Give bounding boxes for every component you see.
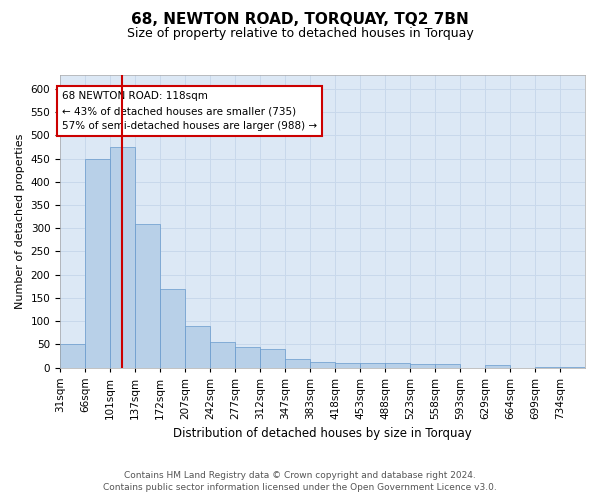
Bar [310,362,335,368]
Bar [135,224,160,368]
Bar [385,363,410,368]
Text: Size of property relative to detached houses in Torquay: Size of property relative to detached ho… [127,28,473,40]
Bar [285,359,310,368]
Bar [535,366,560,368]
Bar [85,158,110,368]
Bar [410,364,435,368]
Bar [335,363,360,368]
X-axis label: Distribution of detached houses by size in Torquay: Distribution of detached houses by size … [173,427,472,440]
Bar [110,147,135,368]
Text: Contains public sector information licensed under the Open Government Licence v3: Contains public sector information licen… [103,484,497,492]
Text: 68 NEWTON ROAD: 118sqm
← 43% of detached houses are smaller (735)
57% of semi-de: 68 NEWTON ROAD: 118sqm ← 43% of detached… [62,92,317,131]
Bar [260,349,285,368]
Bar [60,344,85,368]
Bar [560,366,585,368]
Y-axis label: Number of detached properties: Number of detached properties [15,134,25,309]
Bar [235,346,260,368]
Bar [435,364,460,368]
Bar [485,365,510,368]
Text: Contains HM Land Registry data © Crown copyright and database right 2024.: Contains HM Land Registry data © Crown c… [124,471,476,480]
Bar [160,288,185,368]
Bar [210,342,235,367]
Text: 68, NEWTON ROAD, TORQUAY, TQ2 7BN: 68, NEWTON ROAD, TORQUAY, TQ2 7BN [131,12,469,28]
Bar [185,326,210,368]
Bar [360,363,385,368]
